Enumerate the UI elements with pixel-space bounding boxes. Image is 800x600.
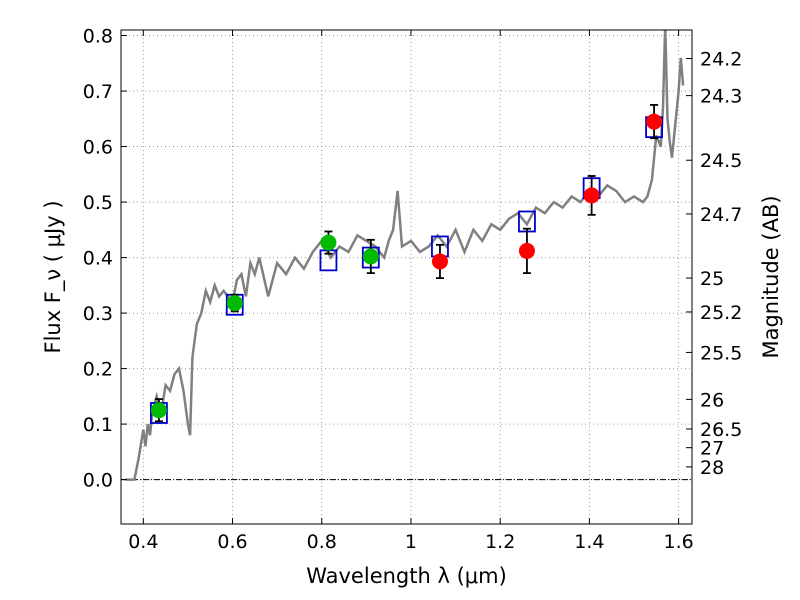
y-tick-label: 0.7 xyxy=(83,81,113,103)
y-axis-left: 0.0 0.1 0.2 0.3 0.4 0.5 0.6 0.7 0.8 xyxy=(83,26,127,492)
y-axis-title: Flux F_ν ( μJy ) xyxy=(41,200,66,353)
x-tick-label: 1.4 xyxy=(574,531,604,553)
plot-area-frame xyxy=(120,29,693,525)
x-axis-title: Wavelength λ (μm) xyxy=(306,564,507,588)
x-tick-label: 0.4 xyxy=(128,531,158,553)
mag-tick-label: 24.2 xyxy=(700,49,742,71)
x-tick-label: 1 xyxy=(405,531,417,553)
green-data-point xyxy=(362,248,379,265)
y-tick-label: 0.0 xyxy=(83,470,113,492)
x-tick-label: 1.2 xyxy=(485,531,515,553)
red-data-point xyxy=(583,187,600,204)
x-axis: 0.4 0.6 0.8 1 1.2 1.4 1.6 xyxy=(128,30,694,553)
mag-tick-label: 25.5 xyxy=(700,342,742,364)
mag-tick-label: 25.2 xyxy=(700,302,742,324)
y-tick-label: 0.8 xyxy=(83,26,113,48)
y-tick-label: 0.5 xyxy=(83,192,113,214)
y-tick-label: 0.1 xyxy=(83,414,113,436)
x-tick-label: 1.6 xyxy=(664,531,694,553)
green-data-point xyxy=(226,295,243,312)
mag-tick-label: 24.3 xyxy=(700,86,742,108)
red-data-point xyxy=(646,113,663,130)
y2-axis-title: Magnitude (AB) xyxy=(759,195,783,358)
y-tick-label: 0.2 xyxy=(83,359,113,381)
mag-tick-label: 27 xyxy=(700,438,724,460)
green-data-point xyxy=(320,234,337,251)
mag-tick-label: 24.7 xyxy=(700,204,742,226)
green-data-point xyxy=(150,402,167,419)
red-data-point xyxy=(518,242,535,259)
mag-tick-label: 25 xyxy=(700,268,724,290)
x-tick-label: 0.6 xyxy=(217,531,247,553)
mag-tick-label: 26 xyxy=(700,389,724,411)
mag-tick-label: 24.5 xyxy=(700,150,742,172)
mag-tick-label: 28 xyxy=(700,457,724,479)
data-series xyxy=(125,30,685,481)
y-tick-label: 0.3 xyxy=(83,303,113,325)
model-spectrum-line xyxy=(125,30,685,481)
x-tick-label: 0.8 xyxy=(307,531,337,553)
y-tick-label: 0.6 xyxy=(83,137,113,159)
red-data-point xyxy=(431,253,448,270)
mag-tick-label: 26.5 xyxy=(700,419,742,441)
grid-lines xyxy=(121,30,692,524)
y-tick-label: 0.4 xyxy=(83,248,113,270)
